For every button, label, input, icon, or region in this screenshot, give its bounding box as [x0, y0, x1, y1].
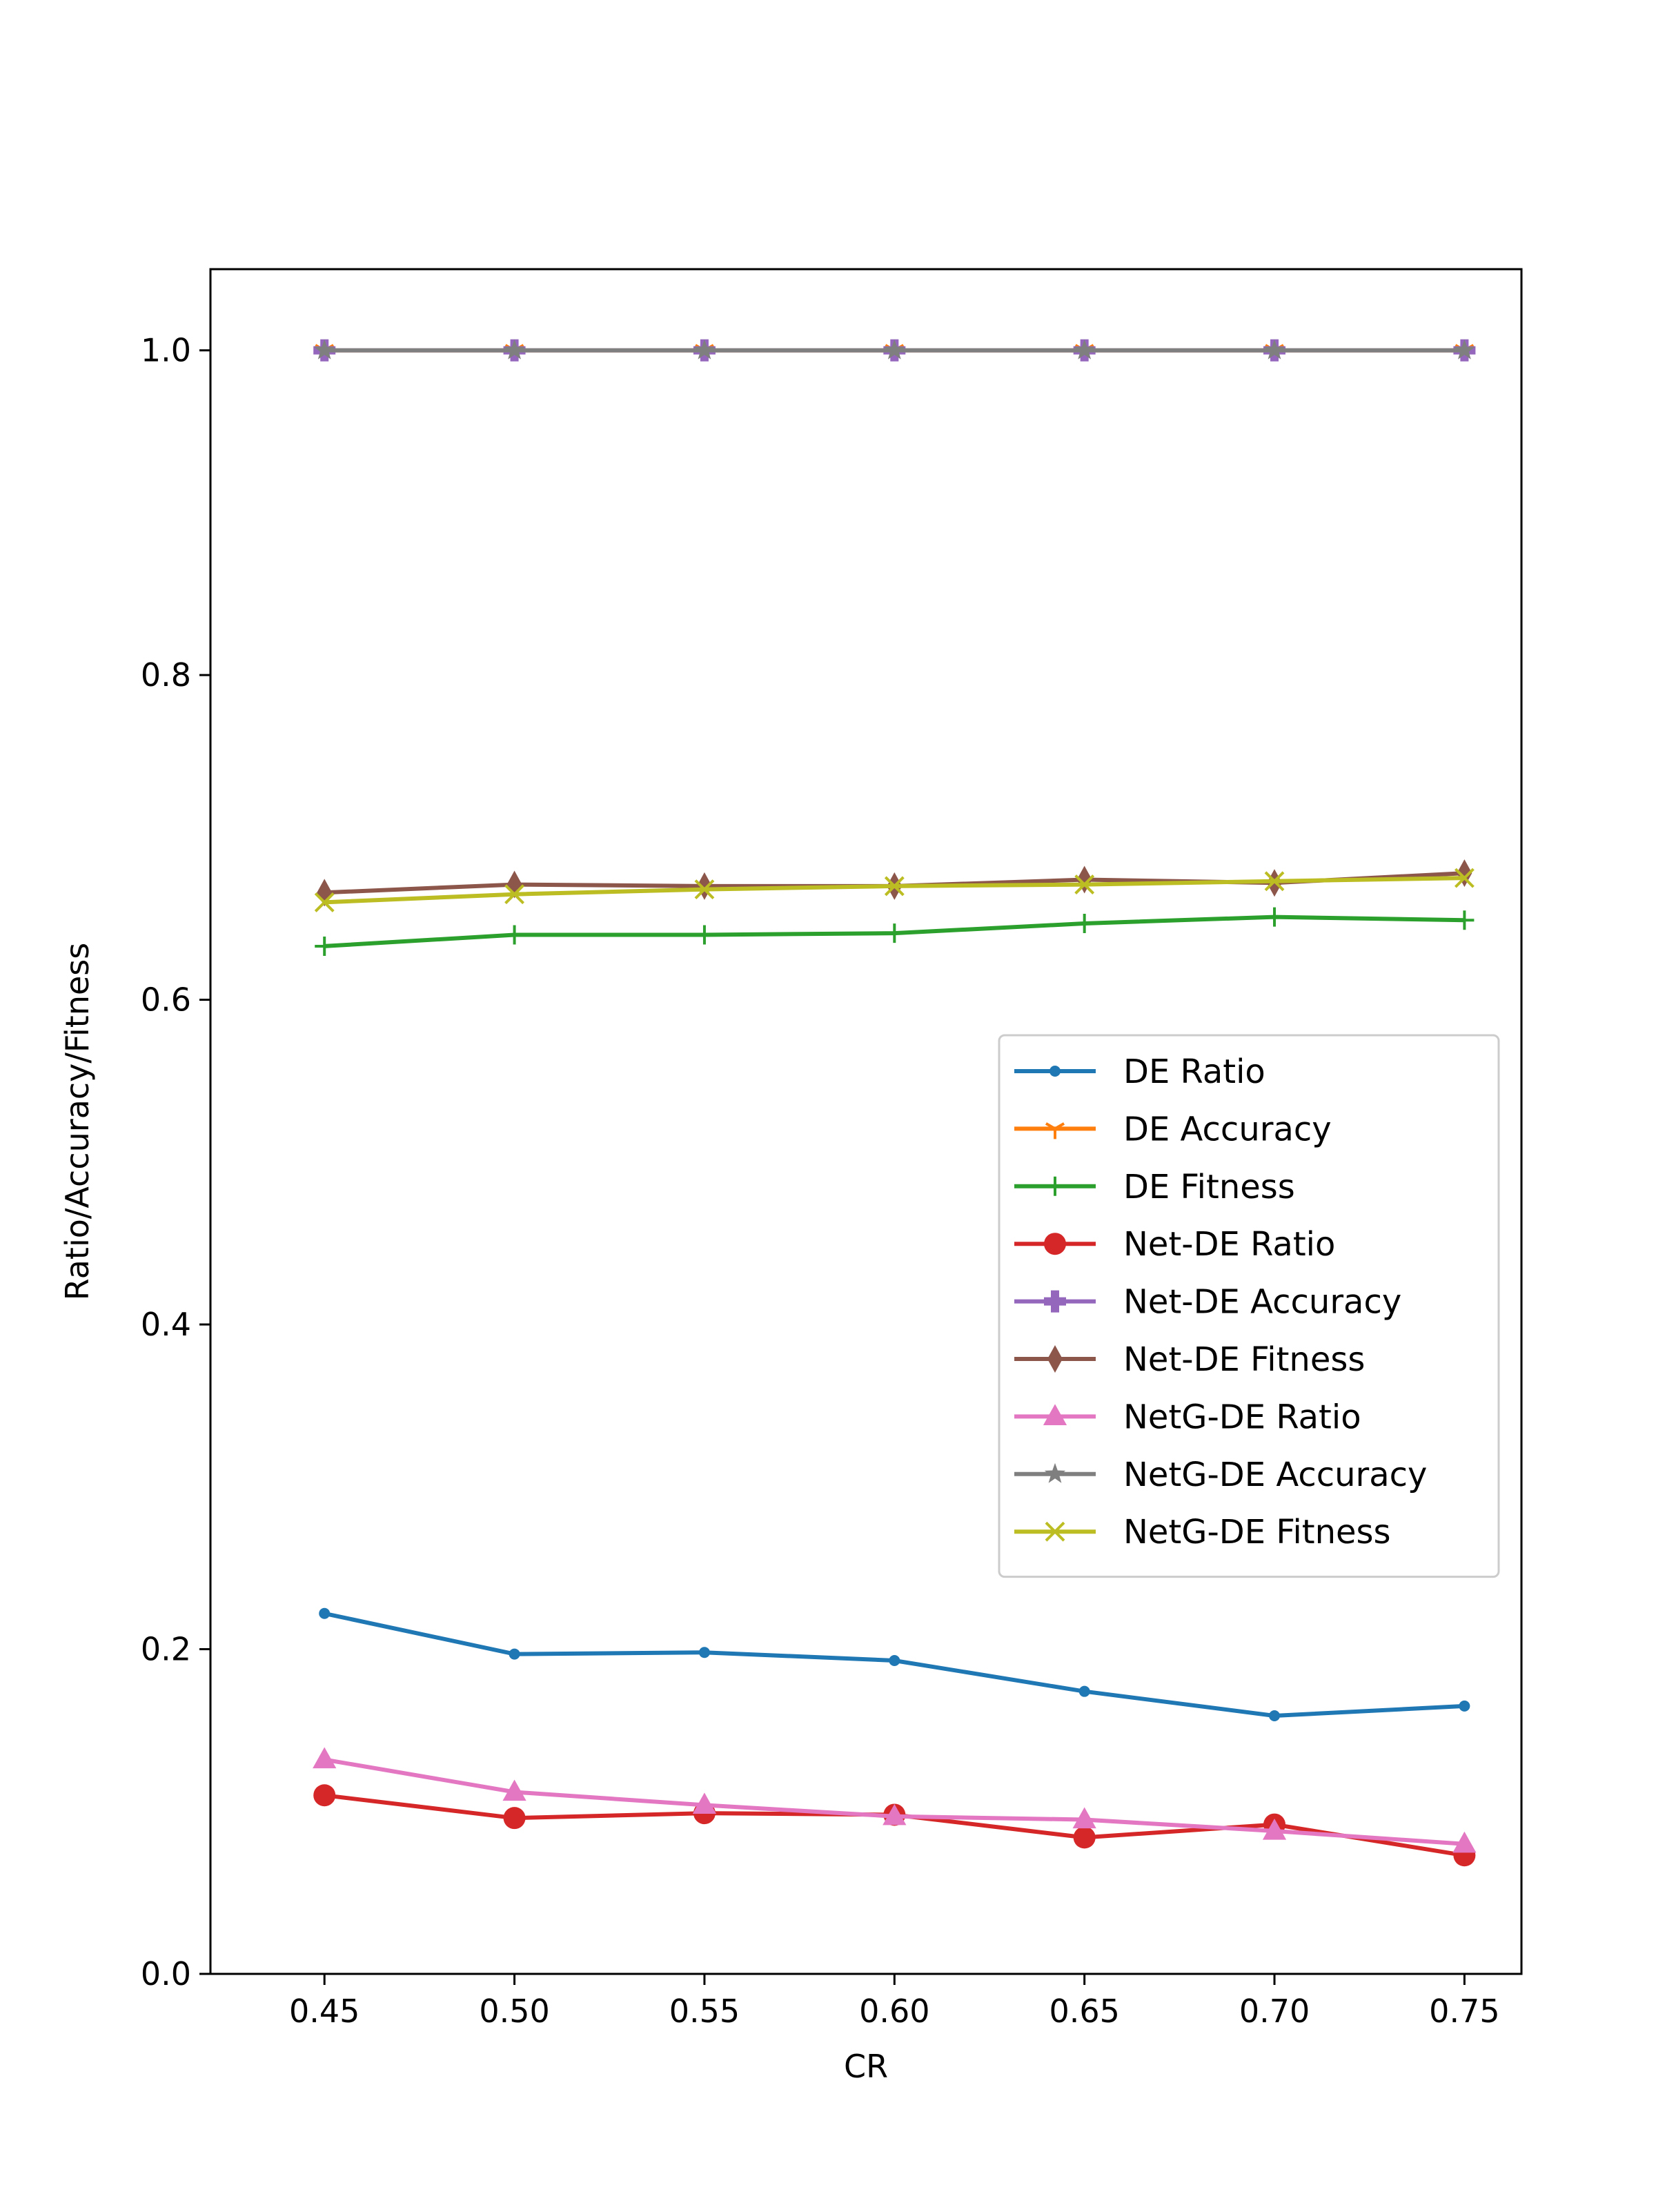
y-axis-label: Ratio/Accuracy/Fitness — [59, 943, 96, 1300]
data-point-de-fitness — [1455, 910, 1475, 930]
x-tick-label: 0.60 — [859, 1993, 929, 2030]
legend-entry: DE Accuracy — [1014, 1110, 1332, 1148]
data-point-net-de-ratio — [313, 1784, 336, 1807]
data-point-de-fitness — [504, 925, 524, 945]
legend-swatch-marker — [1045, 1521, 1065, 1542]
data-point-netg-de-ratio — [1072, 1807, 1096, 1829]
y-tick-label: 0.8 — [141, 656, 191, 694]
legend-swatch-marker — [1049, 1066, 1061, 1077]
x-tick-label: 0.70 — [1239, 1993, 1310, 2030]
series-de-fitness — [315, 907, 1475, 956]
data-point-netg-de-fitness — [1074, 874, 1095, 894]
x-tick-label: 0.45 — [289, 1993, 359, 2030]
data-point-netg-de-fitness — [884, 876, 905, 897]
legend-swatch-marker — [1044, 1290, 1066, 1313]
x-tick-label: 0.65 — [1049, 1993, 1119, 2030]
data-point-de-ratio — [1269, 1710, 1281, 1721]
legend-label: Net-DE Ratio — [1123, 1225, 1335, 1264]
data-point-netg-de-fitness — [504, 884, 524, 905]
data-point-de-ratio — [509, 1648, 520, 1660]
legend-swatch-marker — [1044, 1462, 1066, 1483]
data-point-netg-de-ratio — [502, 1779, 526, 1801]
legend-label: DE Fitness — [1123, 1168, 1295, 1206]
series-de-ratio — [319, 1607, 1470, 1721]
legend-label: DE Accuracy — [1123, 1110, 1332, 1148]
data-point-netg-de-ratio — [883, 1803, 907, 1826]
series-netg-de-accuracy — [314, 339, 1475, 360]
data-point-netg-de-accuracy — [504, 339, 525, 360]
legend: DE Ratio DE Accuracy DE Fitness Net-DE Rati… — [998, 1034, 1500, 1578]
series-netg-de-fitness — [314, 868, 1475, 912]
y-tick-label: 1.0 — [141, 332, 191, 369]
data-point-netg-de-ratio — [692, 1792, 717, 1814]
series-net-de-ratio — [313, 1784, 1476, 1867]
series-netg-de-ratio — [313, 1747, 1477, 1853]
data-point-netg-de-ratio — [1262, 1818, 1287, 1840]
legend-entry: Net-DE Ratio — [1014, 1225, 1335, 1264]
data-point-de-ratio — [319, 1607, 331, 1619]
x-axis-label: CR — [844, 2048, 888, 2085]
legend-label: Net-DE Fitness — [1123, 1340, 1365, 1379]
legend-label: DE Ratio — [1123, 1053, 1265, 1091]
x-tick-label: 0.50 — [479, 1993, 549, 2030]
data-point-netg-de-fitness — [1454, 868, 1475, 888]
legend-entry: Net-DE Accuracy — [1014, 1283, 1401, 1322]
legend-entry: DE Fitness — [1014, 1168, 1295, 1206]
data-point-netg-de-accuracy — [693, 339, 716, 360]
legend-label: Net-DE Accuracy — [1123, 1283, 1401, 1322]
data-point-de-fitness — [1265, 907, 1285, 927]
data-point-de-fitness — [1074, 914, 1094, 934]
legend-entry: Net-DE Fitness — [1014, 1340, 1365, 1379]
legend-label: NetG-DE Accuracy — [1123, 1456, 1427, 1494]
data-point-de-fitness — [315, 936, 335, 956]
x-tick-label: 0.75 — [1429, 1993, 1499, 2030]
data-point-netg-de-fitness — [314, 892, 335, 912]
legend-entry: NetG-DE Accuracy — [1014, 1456, 1427, 1494]
data-point-net-de-ratio — [503, 1807, 526, 1830]
data-point-netg-de-ratio — [1452, 1831, 1477, 1853]
legend-swatch-marker — [1043, 1404, 1067, 1425]
legend-label: NetG-DE Ratio — [1123, 1398, 1361, 1436]
data-point-de-ratio — [698, 1647, 710, 1658]
y-tick-label: 0.0 — [141, 1955, 191, 1993]
legend-swatch-marker — [1047, 1345, 1063, 1373]
series-net-de-fitness — [317, 859, 1472, 907]
legend-swatch-marker — [1044, 1233, 1066, 1255]
data-point-netg-de-accuracy — [1454, 339, 1475, 360]
data-point-de-fitness — [885, 923, 905, 943]
data-point-de-fitness — [694, 925, 714, 945]
axes: 0.45 0.50 0.55 0.60 0.65 0.70 0.75 0.0 0.2 0.4 0.6… — [141, 332, 1500, 2030]
legend-swatch-marker — [1045, 1122, 1065, 1139]
legend-entry: NetG-DE Fitness — [1014, 1513, 1391, 1552]
series-line-netg-de-ratio — [324, 1757, 1465, 1846]
data-point-netg-de-accuracy — [1074, 339, 1095, 360]
y-tick-label: 0.4 — [141, 1306, 191, 1343]
plot-data — [313, 339, 1477, 1867]
legend-swatch-marker — [1045, 1176, 1065, 1196]
legend-entry: NetG-DE Ratio — [1014, 1398, 1361, 1436]
y-tick-label: 0.2 — [141, 1631, 191, 1668]
data-point-netg-de-accuracy — [314, 339, 335, 360]
data-point-net-de-ratio — [1073, 1826, 1096, 1849]
plot-frame — [209, 268, 1523, 1975]
data-point-de-ratio — [1078, 1685, 1090, 1697]
data-point-netg-de-ratio — [313, 1747, 337, 1769]
data-point-netg-de-fitness — [1264, 871, 1285, 892]
x-tick-label: 0.55 — [669, 1993, 740, 2030]
data-point-de-ratio — [1459, 1700, 1470, 1712]
y-tick-label: 0.6 — [141, 981, 191, 1019]
legend-label: NetG-DE Fitness — [1123, 1513, 1391, 1552]
data-point-netg-de-accuracy — [1263, 339, 1285, 360]
data-point-de-ratio — [889, 1654, 900, 1666]
data-point-netg-de-accuracy — [884, 339, 905, 360]
legend-entry: DE Ratio — [1014, 1053, 1265, 1091]
data-point-netg-de-fitness — [694, 879, 715, 900]
legend-box — [998, 1034, 1500, 1578]
